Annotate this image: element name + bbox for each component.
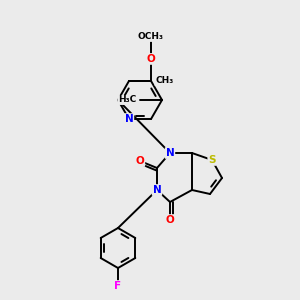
Text: O: O bbox=[147, 54, 155, 64]
Text: OCH₃: OCH₃ bbox=[138, 32, 164, 41]
Text: N: N bbox=[166, 148, 174, 158]
Text: CH₃: CH₃ bbox=[155, 76, 173, 85]
Text: S: S bbox=[208, 155, 216, 165]
Text: O: O bbox=[136, 156, 144, 166]
Text: N: N bbox=[153, 185, 161, 195]
Text: N: N bbox=[124, 114, 134, 124]
Text: F: F bbox=[114, 281, 122, 291]
Text: H₃C: H₃C bbox=[118, 95, 136, 104]
Text: O: O bbox=[166, 215, 174, 225]
